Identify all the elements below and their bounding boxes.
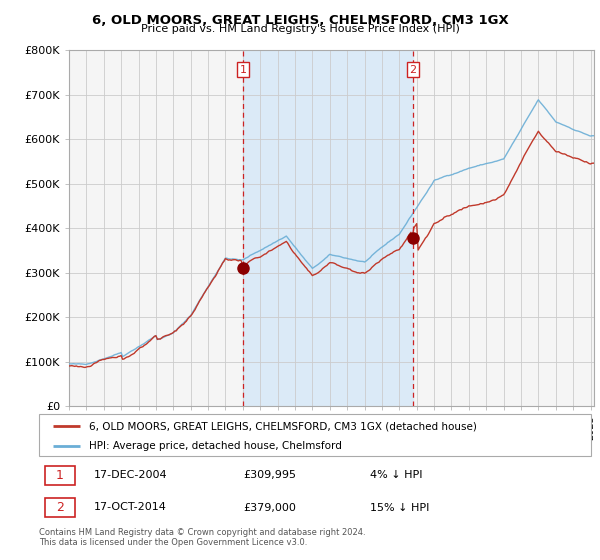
Text: HPI: Average price, detached house, Chelmsford: HPI: Average price, detached house, Chel… xyxy=(89,441,341,451)
Bar xyxy=(243,50,413,406)
FancyBboxPatch shape xyxy=(39,414,591,456)
Text: 6, OLD MOORS, GREAT LEIGHS, CHELMSFORD, CM3 1GX (detached house): 6, OLD MOORS, GREAT LEIGHS, CHELMSFORD, … xyxy=(89,421,476,431)
Text: 4% ↓ HPI: 4% ↓ HPI xyxy=(370,470,423,480)
Text: £379,000: £379,000 xyxy=(243,502,296,512)
Text: £309,995: £309,995 xyxy=(243,470,296,480)
Text: 2: 2 xyxy=(409,64,416,74)
Text: Contains HM Land Registry data © Crown copyright and database right 2024.
This d: Contains HM Land Registry data © Crown c… xyxy=(39,528,365,547)
Text: 1: 1 xyxy=(239,64,247,74)
FancyBboxPatch shape xyxy=(44,498,75,517)
Text: 1: 1 xyxy=(56,469,64,482)
Text: 17-OCT-2014: 17-OCT-2014 xyxy=(94,502,167,512)
Text: 15% ↓ HPI: 15% ↓ HPI xyxy=(370,502,430,512)
FancyBboxPatch shape xyxy=(44,466,75,485)
Text: 17-DEC-2004: 17-DEC-2004 xyxy=(94,470,168,480)
Text: 2: 2 xyxy=(56,501,64,514)
Text: 6, OLD MOORS, GREAT LEIGHS, CHELMSFORD, CM3 1GX: 6, OLD MOORS, GREAT LEIGHS, CHELMSFORD, … xyxy=(92,14,508,27)
Text: Price paid vs. HM Land Registry's House Price Index (HPI): Price paid vs. HM Land Registry's House … xyxy=(140,24,460,34)
